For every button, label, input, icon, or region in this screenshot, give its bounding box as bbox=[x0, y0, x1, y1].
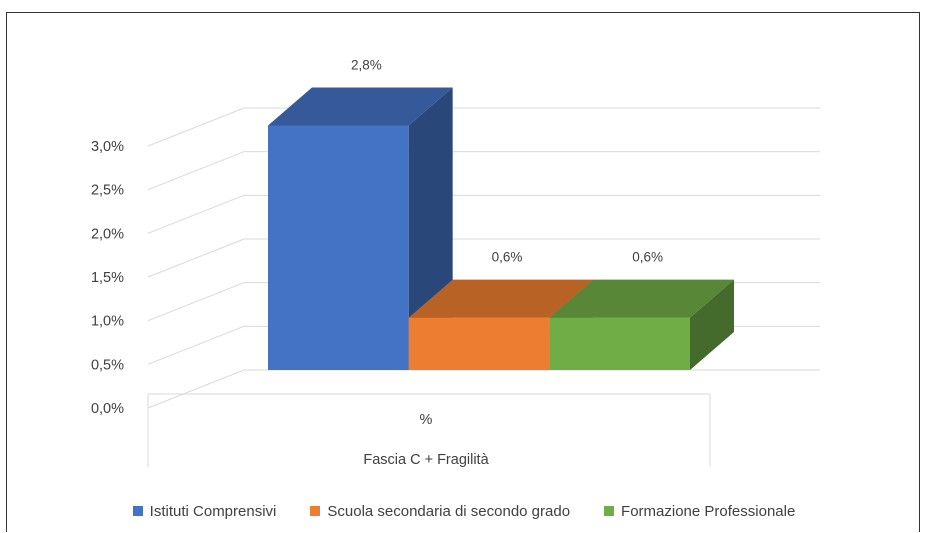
bar-top-face bbox=[408, 279, 594, 318]
legend-swatch bbox=[310, 506, 321, 516]
y-axis-ticks: 0,0% 0,5% 1,0% 1,5% 2,0% 2,5% 3,0% bbox=[91, 139, 124, 417]
bar-front-face bbox=[268, 125, 409, 370]
y-tick-label: 3,0% bbox=[91, 139, 124, 155]
legend-label: Scuola secondaria di secondo grado bbox=[327, 502, 571, 520]
legend-item: Scuola secondaria di secondo grado bbox=[310, 499, 570, 523]
chart-frame bbox=[6, 12, 920, 532]
bar-side-face bbox=[690, 279, 734, 370]
data-label: 2,8% bbox=[351, 57, 382, 72]
category-axis: % Fascia C + Fragilità bbox=[147, 393, 711, 468]
y-tick-label: 0,5% bbox=[91, 357, 124, 373]
gridline-side bbox=[147, 369, 245, 409]
bars bbox=[268, 87, 734, 370]
legend: Istituti Comprensivi Scuola secondaria di… bbox=[0, 499, 928, 523]
bar-2 bbox=[549, 279, 734, 370]
y-tick-label: 2,0% bbox=[91, 226, 124, 242]
gridline-side bbox=[147, 238, 245, 278]
y-tick-label: 1,0% bbox=[91, 314, 124, 330]
gridline-side bbox=[147, 107, 245, 147]
data-label: 0,6% bbox=[632, 250, 663, 265]
data-label: 0,6% bbox=[492, 250, 523, 265]
gridline-side bbox=[147, 151, 245, 191]
y-tick-label: 1,5% bbox=[91, 270, 124, 286]
bar-top-face bbox=[268, 87, 453, 126]
legend-swatch bbox=[604, 506, 615, 516]
bar-front-face bbox=[408, 317, 550, 370]
y-tick-label: 0,0% bbox=[91, 401, 124, 417]
legend-item: Istituti Comprensivi bbox=[132, 499, 277, 523]
y-tick-label: 2,5% bbox=[91, 183, 124, 199]
legend-label: Formazione Professionale bbox=[621, 502, 796, 520]
bar-top-face bbox=[549, 279, 734, 318]
legend-label: Istituti Comprensivi bbox=[149, 502, 277, 520]
gridline-side bbox=[147, 194, 245, 234]
gridline-side bbox=[147, 325, 245, 365]
gridline-side bbox=[147, 282, 245, 322]
bar-front-face bbox=[549, 317, 690, 370]
legend-item: Formazione Professionale bbox=[604, 499, 795, 523]
legend-swatch bbox=[132, 506, 143, 516]
data-labels: 2,8% 0,6% 0,6% bbox=[351, 57, 663, 264]
category-label: % bbox=[420, 412, 433, 428]
group-label: Fascia C + Fragilità bbox=[363, 452, 489, 468]
